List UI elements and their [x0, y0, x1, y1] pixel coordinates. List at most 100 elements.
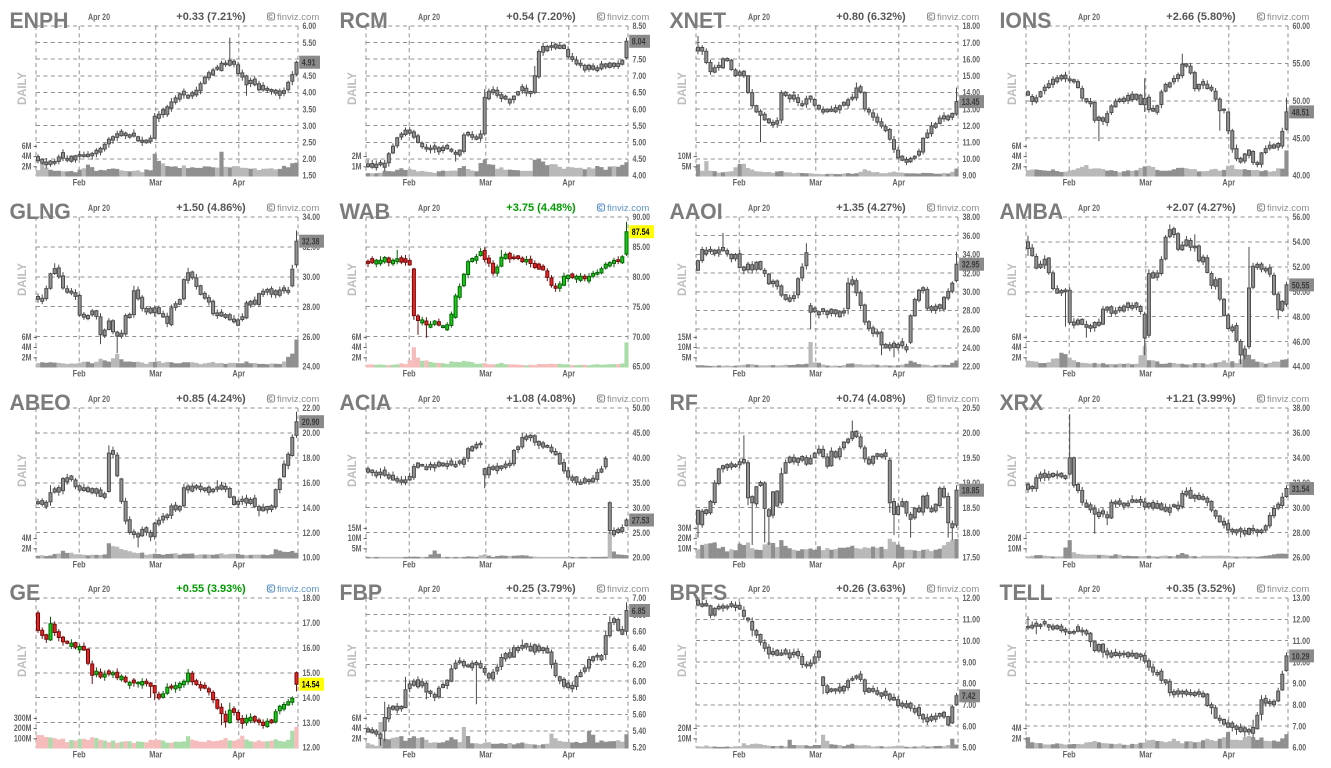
svg-text:+0.55 (3.93%): +0.55 (3.93%) [176, 583, 246, 595]
svg-text:65.00: 65.00 [633, 361, 651, 371]
svg-text:Mar: Mar [809, 750, 822, 760]
svg-text:10M: 10M [678, 734, 692, 744]
svg-text:100M: 100M [14, 734, 32, 744]
svg-text:30.00: 30.00 [963, 287, 981, 297]
svg-text:4M: 4M [1012, 723, 1022, 733]
svg-text:Mar: Mar [809, 368, 822, 378]
svg-text:34.00: 34.00 [1293, 453, 1311, 463]
svg-text:70.00: 70.00 [633, 332, 651, 342]
svg-text:13.00: 13.00 [303, 718, 321, 728]
svg-text:4.50: 4.50 [303, 71, 317, 81]
svg-text:Apr: Apr [562, 368, 575, 378]
svg-text:TELL: TELL [1000, 580, 1053, 605]
svg-text:finviz.com: finviz.com [607, 584, 649, 595]
svg-text:22.00: 22.00 [303, 403, 321, 413]
svg-text:+0.33 (7.21%): +0.33 (7.21%) [176, 11, 246, 23]
svg-text:+2.66 (5.80%): +2.66 (5.80%) [1166, 11, 1236, 23]
svg-text:3.00: 3.00 [303, 121, 317, 131]
svg-text:Apr: Apr [232, 559, 245, 569]
svg-text:Apr: Apr [562, 559, 575, 569]
svg-text:+1.21 (3.99%): +1.21 (3.99%) [1166, 393, 1236, 405]
svg-text:8.00: 8.00 [1293, 700, 1307, 710]
svg-text:Apr: Apr [892, 559, 905, 569]
svg-text:Apr 20: Apr 20 [418, 203, 440, 213]
svg-text:12.00: 12.00 [303, 527, 321, 537]
svg-text:12.00: 12.00 [303, 743, 321, 753]
svg-text:15.00: 15.00 [963, 71, 981, 81]
svg-text:7.42: 7.42 [962, 691, 976, 701]
svg-text:ACIA: ACIA [340, 390, 392, 415]
svg-text:DAILY: DAILY [1007, 453, 1019, 486]
svg-text:12.00: 12.00 [963, 593, 981, 603]
svg-text:28.00: 28.00 [1293, 527, 1311, 537]
svg-text:finviz.com: finviz.com [937, 203, 979, 214]
svg-text:46.00: 46.00 [1293, 337, 1311, 347]
svg-text:FBP: FBP [340, 580, 383, 605]
svg-text:Apr 20: Apr 20 [88, 584, 110, 594]
svg-text:4M: 4M [22, 342, 32, 352]
svg-text:60.00: 60.00 [1293, 21, 1311, 31]
svg-text:Apr 20: Apr 20 [748, 584, 770, 594]
svg-text:6.20: 6.20 [633, 660, 647, 670]
svg-text:Mar: Mar [149, 178, 162, 188]
svg-text:Feb: Feb [403, 178, 416, 188]
svg-text:Mar: Mar [809, 178, 822, 188]
svg-text:5.00: 5.00 [633, 138, 647, 148]
svg-text:2M: 2M [1012, 161, 1022, 171]
svg-text:2M: 2M [352, 734, 362, 744]
svg-text:40.00: 40.00 [1293, 171, 1311, 181]
svg-text:AAOI: AAOI [670, 199, 723, 224]
svg-text:35.00: 35.00 [633, 478, 651, 488]
svg-text:Apr: Apr [232, 178, 245, 188]
svg-text:Feb: Feb [1063, 178, 1076, 188]
svg-text:Feb: Feb [403, 750, 416, 760]
svg-text:5.60: 5.60 [633, 710, 647, 720]
svg-text:Mar: Mar [479, 559, 492, 569]
svg-text:6M: 6M [1012, 332, 1022, 342]
svg-text:18.00: 18.00 [963, 527, 981, 537]
svg-text:GLNG: GLNG [10, 199, 71, 224]
svg-text:Apr: Apr [1222, 368, 1235, 378]
svg-text:IONS: IONS [1000, 8, 1052, 33]
svg-text:4M: 4M [352, 342, 362, 352]
svg-text:13.00: 13.00 [1293, 593, 1311, 603]
svg-text:Apr: Apr [892, 368, 905, 378]
svg-text:17.00: 17.00 [303, 618, 321, 628]
svg-text:3.50: 3.50 [303, 104, 317, 114]
svg-text:DAILY: DAILY [1007, 72, 1019, 105]
svg-text:2M: 2M [352, 352, 362, 362]
svg-text:Apr 20: Apr 20 [1078, 394, 1100, 404]
svg-text:+0.54 (7.20%): +0.54 (7.20%) [506, 11, 576, 23]
svg-text:36.00: 36.00 [963, 231, 981, 241]
svg-text:6M: 6M [352, 713, 362, 723]
svg-text:DAILY: DAILY [1007, 262, 1019, 295]
svg-text:Apr: Apr [232, 368, 245, 378]
svg-text:Apr 20: Apr 20 [88, 394, 110, 404]
svg-text:finviz.com: finviz.com [1267, 12, 1309, 23]
svg-text:45.00: 45.00 [633, 428, 651, 438]
svg-text:Apr 20: Apr 20 [88, 203, 110, 213]
svg-text:BRFS: BRFS [670, 580, 728, 605]
svg-text:6.00: 6.00 [303, 21, 317, 31]
svg-text:18.50: 18.50 [963, 502, 981, 512]
svg-text:34.00: 34.00 [303, 212, 321, 222]
svg-text:26.00: 26.00 [1293, 552, 1311, 562]
svg-text:+0.26 (3.63%): +0.26 (3.63%) [836, 583, 906, 595]
svg-text:Mar: Mar [1139, 559, 1152, 569]
svg-text:18.00: 18.00 [303, 453, 321, 463]
svg-text:4M: 4M [1012, 151, 1022, 161]
svg-text:Mar: Mar [1139, 750, 1152, 760]
svg-text:ENPH: ENPH [10, 8, 69, 33]
svg-text:6.00: 6.00 [633, 677, 647, 687]
svg-text:28.00: 28.00 [963, 305, 981, 315]
svg-text:Feb: Feb [1063, 559, 1076, 569]
svg-text:finviz.com: finviz.com [277, 584, 319, 595]
svg-text:XRX: XRX [1000, 390, 1044, 415]
svg-text:90.00: 90.00 [633, 212, 651, 222]
svg-text:20.00: 20.00 [633, 552, 651, 562]
svg-text:finviz.com: finviz.com [1267, 203, 1309, 214]
svg-text:5M: 5M [682, 161, 692, 171]
svg-text:36.00: 36.00 [1293, 428, 1311, 438]
svg-text:14.00: 14.00 [963, 88, 981, 98]
svg-text:Feb: Feb [733, 750, 746, 760]
